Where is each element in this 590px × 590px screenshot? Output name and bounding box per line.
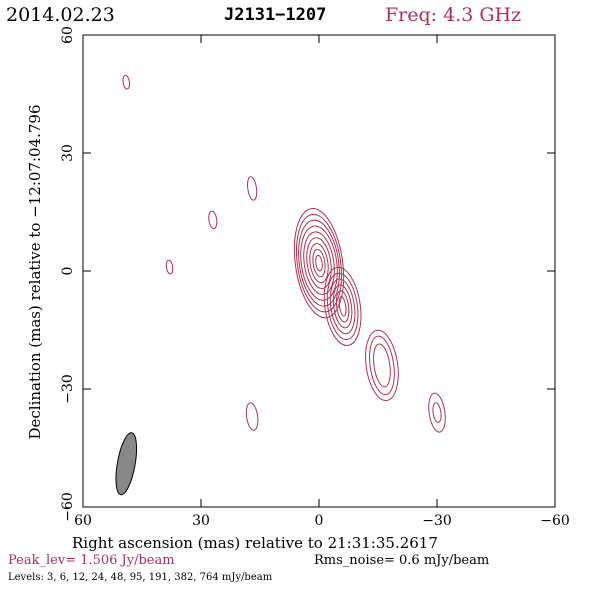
source-name: J2131−1207 xyxy=(224,5,327,25)
x-tick-label: −60 xyxy=(540,513,570,529)
contour-component xyxy=(365,329,399,402)
contour-line xyxy=(369,335,395,396)
x-tick-label: 60 xyxy=(74,513,92,529)
contour-line xyxy=(428,392,446,433)
contour-line xyxy=(326,272,359,341)
y-tick-label: 60 xyxy=(60,26,76,44)
y-axis-label: Declination (mas) relative to −12:07:04.… xyxy=(26,104,44,439)
contour-component xyxy=(165,259,174,275)
y-tick-label: −60 xyxy=(60,492,76,522)
contour-levels: Levels: 3, 6, 12, 24, 48, 95, 191, 382, … xyxy=(8,572,273,583)
contour-line xyxy=(309,243,329,284)
x-tick-label: −30 xyxy=(422,513,452,529)
contour-component xyxy=(293,208,345,319)
frequency-label: Freq: 4.3 GHz xyxy=(385,4,522,26)
contour-line xyxy=(315,254,323,272)
epoch-date: 2014.02.23 xyxy=(6,4,115,26)
contour-line xyxy=(338,296,347,317)
contour-group xyxy=(122,74,446,433)
contour-line xyxy=(303,231,335,295)
contour-line xyxy=(312,248,326,278)
contour-line xyxy=(373,343,391,388)
axis-ticks: 60 30 0 −30 −60 −60 −30 0 30 60 xyxy=(60,26,570,529)
beam-ellipse xyxy=(115,432,138,496)
contour-component xyxy=(122,74,131,90)
rms-noise: Rms_noise= 0.6 mJy/beam xyxy=(314,553,490,568)
beam-group xyxy=(115,432,138,496)
contour-line xyxy=(208,210,218,230)
contour-component xyxy=(323,266,362,346)
peak-level: Peak_lev= 1.506 Jy/beam xyxy=(8,553,175,568)
contour-line xyxy=(306,237,332,290)
y-tick-label: −30 xyxy=(60,374,76,404)
contour-component xyxy=(245,402,259,431)
contour-line xyxy=(335,290,350,323)
y-tick-label: 0 xyxy=(60,267,76,276)
x-tick-label: 0 xyxy=(315,513,324,529)
contour-line xyxy=(165,259,174,275)
contour-line xyxy=(432,402,442,423)
contour-line xyxy=(122,74,131,90)
x-axis-label: Right ascension (mas) relative to 21:31:… xyxy=(72,534,438,552)
contour-line xyxy=(247,176,258,201)
contour-line xyxy=(329,278,356,335)
contour-line xyxy=(245,402,259,431)
contour-line xyxy=(365,329,399,402)
contour-component xyxy=(247,176,258,201)
x-tick-label: 30 xyxy=(192,513,210,529)
contour-line xyxy=(332,284,353,329)
contour-component xyxy=(428,392,446,433)
y-tick-label: 30 xyxy=(60,144,76,162)
contour-component xyxy=(208,210,218,230)
contour-line xyxy=(323,266,362,346)
